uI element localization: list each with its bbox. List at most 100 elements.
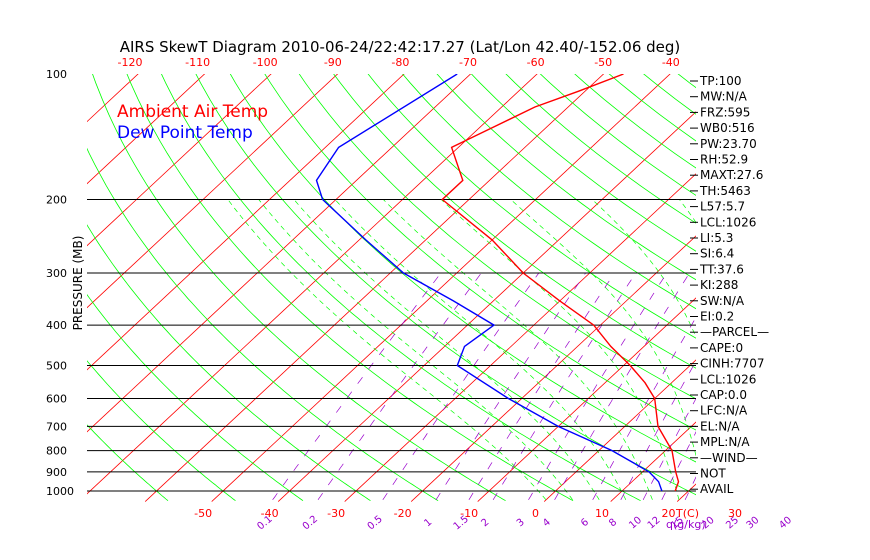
index-label: LCL:1026 — [700, 215, 756, 229]
isotherm-line — [87, 74, 405, 371]
index-label: LFC:N/A — [700, 404, 748, 418]
mixing-ratio-line — [554, 272, 690, 500]
isotherm-line — [477, 297, 696, 502]
dry-adiabat-line — [298, 74, 696, 400]
index-label: EI:0.2 — [700, 310, 734, 324]
index-label: —PARCEL— — [700, 325, 769, 339]
temperature-tick-label: 0 — [532, 507, 539, 520]
dry-adiabat-line — [87, 424, 169, 502]
index-label: LCL:1026 — [700, 372, 756, 386]
index-label: RH:52.9 — [700, 153, 748, 167]
dry-adiabat-line — [161, 74, 641, 502]
mixing-ratio-tick-label: 8 — [607, 517, 619, 530]
index-label: NOT — [700, 467, 726, 481]
mixing-ratio-tick-label: 0.2 — [301, 514, 320, 533]
index-label: CAPE:0 — [700, 341, 743, 355]
mixing-ratio-line — [528, 272, 668, 500]
temperature-tick-label: 10 — [595, 507, 609, 520]
mixing-ratio-line — [740, 273, 850, 500]
y-axis-label: PRESSURE (MB) — [71, 236, 85, 331]
index-label: TT:37.6 — [699, 262, 744, 276]
index-label: FRZ:595 — [700, 105, 750, 119]
index-label: MAXT:27.6 — [700, 168, 763, 182]
moist-adiabat-line — [440, 199, 680, 500]
dry-adiabat-line — [195, 74, 696, 496]
temperature-tick-label: 30 — [728, 507, 742, 520]
index-label: SI:6.4 — [700, 247, 734, 261]
mixing-ratio-line — [317, 272, 482, 501]
dry-adiabat-line — [87, 294, 304, 502]
legend-ambient-air-temp: Ambient Air Temp — [117, 102, 268, 122]
index-label: CAP:0.0 — [700, 388, 747, 402]
isotherm-line — [87, 74, 206, 185]
moist-adiabat-line — [293, 199, 600, 500]
index-label: EL:N/A — [700, 419, 740, 433]
ambient-air-temp-series — [441, 74, 680, 492]
mixing-ratio-tick-label: 3 — [515, 517, 527, 530]
index-label: MPL:N/A — [700, 435, 750, 449]
pressure-tick-label: 800 — [46, 445, 67, 458]
index-label: MW:N/A — [700, 90, 748, 104]
mixing-ratio-line — [793, 273, 870, 500]
mixing-ratio-tick-label: 0.5 — [366, 514, 385, 533]
temperature-tick-label: -90 — [324, 56, 342, 69]
mixing-ratio-line — [761, 273, 868, 500]
temperature-tick-label: -20 — [394, 507, 412, 520]
mixing-ratio-unit-label: q(g/kg) — [666, 518, 706, 531]
mixing-ratio-tick-label: 2 — [480, 517, 492, 530]
temperature-tick-label: -50 — [194, 507, 212, 520]
isotherm-line — [87, 74, 339, 309]
pressure-tick-label: 300 — [46, 267, 67, 280]
mixing-ratio-tick-label: 12 — [646, 515, 663, 532]
moist-adiabat-line — [812, 200, 826, 500]
dry-adiabat-line — [229, 74, 696, 463]
index-label: CINH:7707 — [700, 357, 765, 371]
isotherm-line — [543, 359, 696, 502]
pressure-tick-label: 100 — [46, 68, 67, 81]
pressure-tick-label: 500 — [46, 360, 67, 373]
temperature-tick-label: -80 — [391, 56, 409, 69]
index-label: LI:5.3 — [700, 231, 733, 245]
pressure-tick-label: 900 — [46, 466, 67, 479]
moist-adiabat-line — [258, 199, 573, 501]
dry-adiabat-line — [436, 74, 696, 281]
isotherm-line — [0, 65, 82, 502]
temperature-tick-label: -60 — [527, 56, 545, 69]
pressure-tick-label: 1000 — [46, 485, 74, 498]
dry-adiabat-line — [402, 74, 696, 310]
index-label: KI:288 — [700, 278, 738, 292]
mixing-ratio-tick-label: 30 — [745, 515, 762, 532]
index-label: AVAIL — [700, 482, 734, 496]
moist-adiabat-line — [334, 199, 627, 500]
dry-adiabat-line — [677, 74, 696, 89]
index-label: TH:5463 — [699, 184, 751, 198]
dew-point-temp-series — [315, 74, 663, 492]
pressure-tick-label: 600 — [46, 393, 67, 406]
index-label: WB0:516 — [700, 121, 755, 135]
index-label: PW:23.70 — [700, 137, 757, 151]
isotherm-line — [410, 235, 696, 502]
temperature-tick-label: -40 — [261, 507, 279, 520]
dry-adiabat-line — [367, 74, 696, 339]
isotherm-line — [744, 65, 870, 502]
temperature-tick-label: -70 — [459, 56, 477, 69]
isotherm-line — [144, 74, 605, 502]
temperature-tick-label: -40 — [662, 56, 680, 69]
isotherm-line — [211, 74, 671, 502]
dry-adiabat-line — [470, 74, 696, 252]
moist-adiabat-line — [510, 199, 696, 458]
x-axis-unit-label: T(C) — [675, 507, 699, 520]
temperature-tick-label: -10 — [460, 507, 478, 520]
dry-adiabat-line — [126, 74, 574, 502]
mixing-ratio-line — [272, 272, 442, 501]
isotherm-line — [810, 65, 870, 502]
isotherm-line — [0, 65, 15, 502]
mixing-ratio-tick-label: 40 — [777, 515, 794, 532]
index-label: TP:100 — [699, 74, 742, 88]
moist-adiabat-line — [759, 200, 787, 500]
moist-adiabat-line — [227, 199, 547, 501]
moist-adiabat-line — [383, 199, 653, 500]
index-label: —WIND— — [700, 451, 758, 465]
mixing-ratio-tick-label: 6 — [579, 517, 591, 530]
